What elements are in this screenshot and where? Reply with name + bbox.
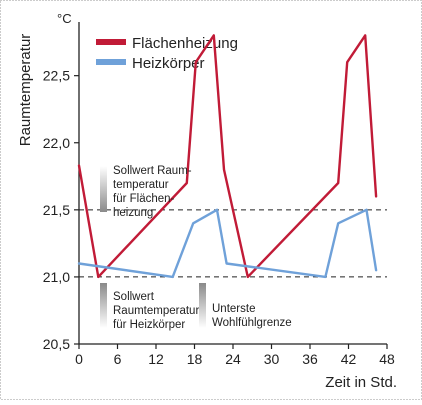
y-axis-unit: °C [57, 11, 72, 26]
x-tick-label: 0 [75, 351, 83, 367]
axes: 20,5 21,0 21,5 22,0 22,5 0 6 12 18 24 30 36 42 48 [43, 22, 395, 367]
annotation-marker [100, 283, 107, 328]
x-tick-label: 6 [114, 351, 122, 367]
series-line-flaechenheizung [77, 34, 378, 279]
annotation-line: Sollwert Raumtemperatur für Heizkörper [113, 291, 203, 331]
annotation-line: Unterste Wohlfühlgrenze [212, 303, 292, 329]
x-axis-label: Zeit in Std. [325, 374, 397, 391]
annotation-marker [100, 166, 107, 212]
y-tick-label: 21,0 [43, 269, 70, 285]
annotation-line: Sollwert Raum- temperatur für Flächen- h… [113, 165, 195, 219]
x-tick-label: 30 [264, 351, 280, 367]
annotation-soll-flaeche: Sollwert Raum- temperatur für Flächen- h… [100, 165, 195, 219]
x-tick-label: 18 [187, 351, 203, 367]
annotation-soll-heizkoerper: Sollwert Raumtemperatur für Heizkörper [100, 283, 203, 331]
y-tick-label: 22,5 [43, 68, 70, 84]
series-line-heizkoerper [77, 208, 378, 279]
legend-label-heizkoerper: Heizkörper [132, 55, 205, 72]
x-tick-label: 48 [379, 351, 395, 367]
y-tick-label: 22,0 [43, 135, 70, 151]
series-lines [77, 34, 378, 279]
y-axis-label: Raumtemperatur [17, 34, 34, 147]
x-tick-label: 42 [341, 351, 357, 367]
legend-label-flaechenheizung: Flächenheizung [132, 35, 238, 52]
annotation-marker [199, 283, 206, 328]
x-tick-label: 36 [302, 351, 318, 367]
annotation-wohlfuehl: Unterste Wohlfühlgrenze [199, 283, 292, 329]
x-tick-label: 12 [148, 351, 164, 367]
y-tick-label: 20,5 [43, 336, 70, 352]
y-tick-label: 21,5 [43, 202, 70, 218]
x-tick-label: 24 [225, 351, 241, 367]
